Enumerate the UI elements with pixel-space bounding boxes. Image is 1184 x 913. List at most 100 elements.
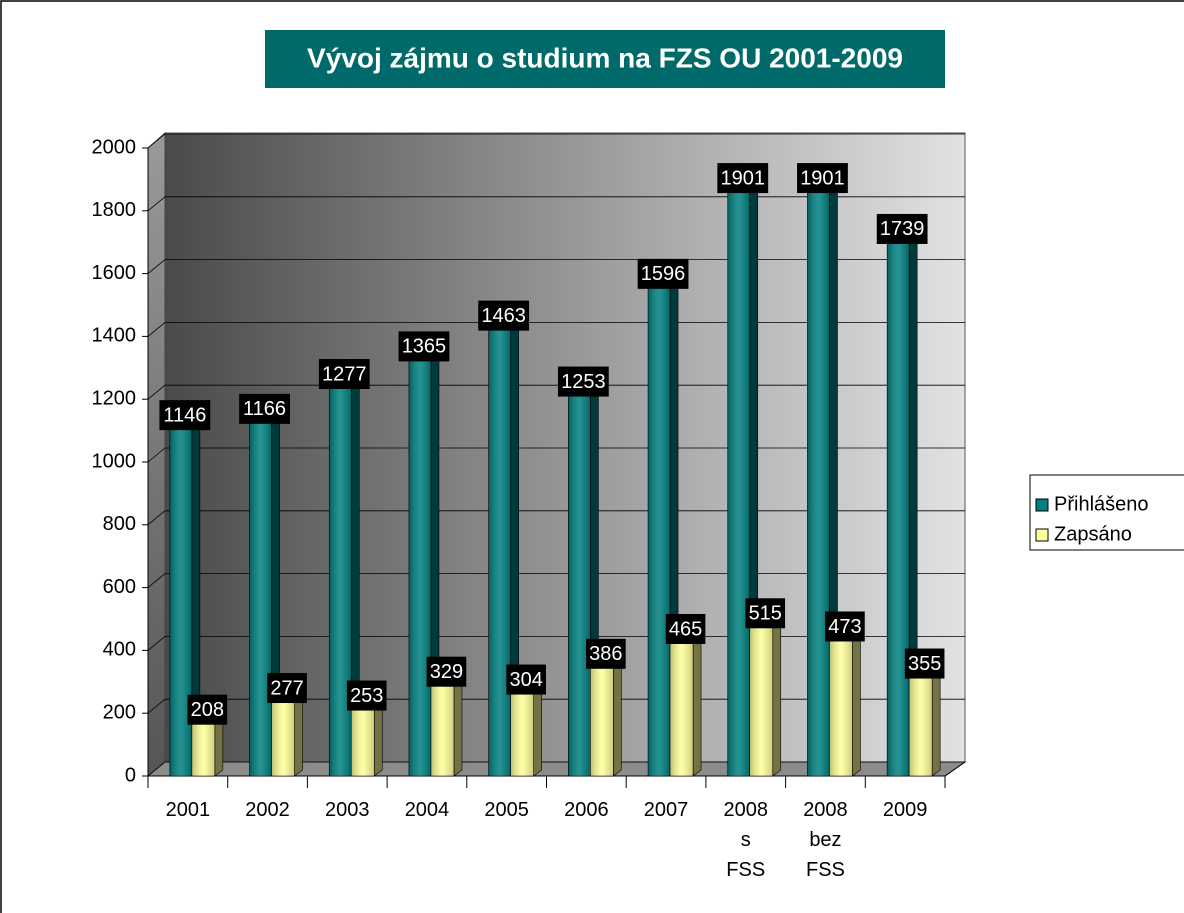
grid-line-side	[147, 259, 166, 274]
legend-marker	[1035, 528, 1049, 542]
grid-line-side	[147, 133, 166, 149]
data-label-box	[239, 393, 290, 424]
bar-side-shade	[613, 648, 622, 776]
bar-shine	[749, 614, 773, 776]
data-label-box	[797, 163, 848, 194]
bar-shine	[488, 316, 511, 776]
data-label-box	[745, 598, 786, 629]
data-label-box	[506, 664, 546, 695]
bar-side-shade	[909, 223, 918, 777]
data-label-box	[825, 611, 865, 642]
y-tick-label: 600	[103, 576, 136, 598]
bar-shine	[590, 654, 614, 776]
legend-marker	[1035, 498, 1049, 512]
data-label: 1365	[402, 336, 447, 358]
y-tick-label: 2000	[92, 136, 137, 158]
bar-shine	[510, 680, 534, 776]
data-label-box	[876, 213, 928, 244]
chart-title: Vývoj zájmu o studium na FZS OU 2001-200…	[307, 42, 903, 73]
data-label: 1596	[641, 263, 686, 285]
data-label: 1901	[800, 167, 845, 189]
grid-line-side	[147, 636, 166, 651]
grid-line-side	[147, 761, 166, 777]
bar-shine	[648, 274, 671, 776]
grid-line-side	[147, 322, 166, 337]
data-label-box	[426, 656, 467, 687]
data-label-box	[398, 331, 450, 362]
y-tick-label: 1600	[92, 262, 137, 284]
y-tick-label: 800	[103, 513, 136, 535]
x-tick-label: 2006	[564, 799, 609, 821]
x-tick-label: 2002	[245, 799, 290, 821]
bar-shine	[351, 696, 375, 776]
y-tick-label: 1200	[92, 387, 137, 409]
data-label-box	[267, 673, 307, 704]
bar-shine	[169, 416, 192, 776]
grid-line-side	[147, 573, 166, 588]
bar-shine	[807, 179, 830, 776]
bar-shine	[909, 664, 933, 776]
data-label-box	[717, 163, 769, 194]
title-box	[265, 30, 945, 88]
floor-edge	[944, 761, 966, 777]
data-label-box	[586, 638, 626, 669]
bar-shine	[430, 672, 454, 776]
bar-side-shade	[351, 369, 360, 776]
bar-side-shade	[932, 658, 941, 776]
bar-side-shade	[533, 674, 542, 776]
bar-side-shade	[772, 608, 781, 776]
x-tick-label: 2008 bez FSS	[803, 799, 848, 881]
data-label: 277	[270, 677, 303, 699]
data-label: 473	[828, 616, 861, 638]
bar-side-shade	[510, 310, 519, 776]
grid-line-side	[147, 196, 166, 212]
y-tick-label: 1400	[92, 325, 137, 347]
legend-label: Zapsáno	[1054, 523, 1132, 545]
data-label-box	[478, 300, 530, 331]
bar-shine	[329, 375, 352, 776]
bar-shine	[670, 629, 694, 776]
grid-line-side	[147, 384, 166, 400]
y-tick-label: 400	[103, 639, 136, 661]
data-label: 465	[669, 618, 702, 640]
data-label: 1253	[561, 371, 606, 393]
data-label-box	[159, 400, 211, 431]
data-label-box	[346, 680, 387, 711]
data-label: 355	[908, 653, 941, 675]
x-tick-label: 2003	[325, 799, 370, 821]
data-label-box	[318, 359, 370, 390]
bar-shine	[568, 382, 591, 776]
bar-shine	[271, 689, 295, 776]
data-label-box	[904, 648, 945, 679]
bar-side-shade	[852, 621, 861, 776]
data-label: 208	[191, 699, 224, 721]
data-label: 1739	[880, 218, 925, 240]
x-tick-label: 2001	[165, 799, 211, 821]
bar-shine	[727, 179, 750, 776]
data-label-box	[665, 613, 706, 644]
data-label-box	[637, 258, 689, 289]
grid-line-side	[147, 447, 166, 463]
x-tick-label: 2004	[404, 799, 450, 821]
grid-line-side	[147, 510, 166, 526]
bar-shine	[829, 627, 853, 776]
data-label: 1901	[721, 167, 766, 189]
x-tick-label: 2008 s FSS	[723, 799, 769, 881]
data-label: 329	[430, 661, 463, 683]
data-label: 253	[350, 685, 383, 707]
data-label-box	[187, 694, 228, 725]
data-label: 1277	[322, 363, 367, 385]
bar-shine	[249, 409, 272, 776]
data-label-box	[557, 366, 609, 397]
data-label: 1146	[163, 404, 206, 426]
grid-line-side	[147, 698, 166, 714]
data-label: 304	[509, 669, 542, 691]
bar-shine	[408, 347, 431, 776]
x-tick-label: 2009	[882, 799, 928, 821]
bar-side-shade	[374, 690, 383, 776]
y-tick-label: 1800	[92, 199, 137, 221]
bar-side-shade	[294, 683, 303, 776]
